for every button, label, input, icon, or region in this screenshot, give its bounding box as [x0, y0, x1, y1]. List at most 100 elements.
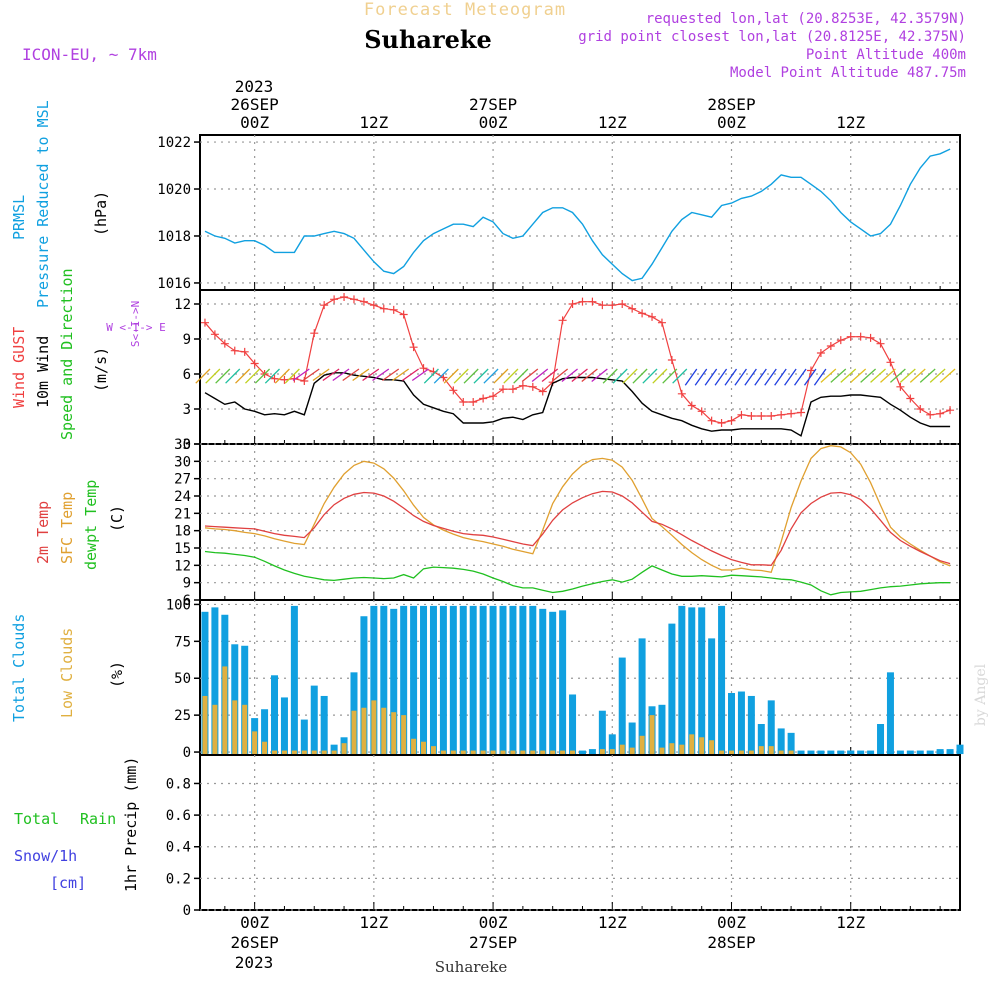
wind-direction-arrow	[860, 368, 877, 383]
wind-direction-arrow	[784, 368, 797, 386]
wind-direction-arrow	[684, 368, 698, 386]
low-clouds-bar	[530, 750, 536, 755]
wind-ytick-label: 9	[183, 332, 191, 348]
low-clouds-bar	[341, 743, 347, 755]
wind-direction-arrow	[803, 368, 817, 386]
gust-marker	[727, 416, 736, 425]
total-clouds-bar	[767, 700, 775, 755]
total-clouds-bar	[519, 605, 527, 755]
gust-marker	[667, 356, 676, 364]
gust-marker	[707, 416, 716, 425]
low-clouds-bar	[371, 700, 377, 755]
wind-direction-arrow	[724, 368, 738, 386]
wind-direction-arrow	[463, 368, 479, 384]
precip-ytick-label: 0.6	[166, 808, 191, 824]
wind-panel: 0 3 6 9 12	[174, 289, 961, 453]
total-clouds-bar	[678, 605, 686, 755]
wind-frame	[199, 289, 961, 445]
pressure-frame	[199, 134, 961, 291]
gust-marker	[508, 385, 517, 394]
low-clouds-bar	[659, 747, 665, 755]
gust-marker	[379, 304, 388, 313]
gust-marker	[648, 312, 657, 321]
gust-marker	[310, 329, 319, 338]
total-clouds-bar	[300, 719, 308, 755]
wind-direction-arrow	[401, 368, 419, 382]
model-altitude: Model Point Altitude 487.75m	[730, 65, 966, 81]
total-clouds-bar	[896, 750, 904, 755]
footer-location: Suhareke	[435, 958, 508, 976]
low-clouds-bar	[291, 750, 297, 755]
total-clouds-bar	[946, 749, 954, 755]
gust-marker	[638, 309, 647, 318]
wind-direction-arrow	[443, 368, 459, 384]
temp-dewpt-label: dewpt Temp	[82, 480, 100, 570]
gust-marker	[767, 412, 776, 420]
gust-marker	[479, 394, 488, 403]
top-hour-label: 12Z	[598, 113, 627, 132]
gust-marker	[280, 375, 289, 384]
gust-marker	[349, 295, 358, 304]
top-hour-label: 00Z	[717, 113, 746, 132]
low-clouds-bar	[689, 734, 695, 755]
pressure-label-reduced: Pressure Reduced to MSL	[34, 100, 52, 308]
total-clouds-bar	[360, 616, 368, 755]
clouds-ytick-label: 0	[183, 745, 191, 761]
bottom-day-label: 26SEP	[231, 933, 279, 952]
wind-direction-arrow	[830, 368, 847, 383]
total-clouds-bar	[400, 605, 408, 755]
low-clouds-bar	[311, 750, 317, 755]
top-day-label: 28SEP	[707, 95, 755, 114]
pressure-panel: 1016 1018 1020 1022	[157, 134, 961, 292]
gust-marker	[449, 386, 458, 395]
total-clouds-bar	[410, 605, 418, 755]
gust-marker	[399, 310, 408, 319]
total-clouds-bar	[420, 605, 428, 755]
gust-marker	[816, 349, 825, 357]
wind-direction-arrow	[734, 368, 747, 386]
low-clouds-bar	[748, 750, 754, 755]
temperature-side-labels: 2m Temp SFC Temp dewpt Temp (C)	[34, 480, 126, 570]
total-clouds-bar	[469, 605, 477, 755]
total-clouds-bar	[638, 638, 646, 755]
gust-marker	[409, 343, 418, 352]
low-clouds-bar	[242, 704, 248, 755]
gust-marker	[359, 297, 368, 306]
bottom-year-label: 2023	[235, 953, 274, 972]
total-clouds-bar	[380, 605, 388, 755]
wind-direction-arrow	[840, 368, 857, 383]
low-clouds-bar	[570, 750, 576, 755]
low-clouds-bar	[232, 700, 238, 755]
wind-direction-arrow	[662, 368, 678, 384]
precip-ytick-label: 0.2	[166, 871, 191, 887]
grid-point-coordinates: grid point closest lon,lat (20.8125E, 42…	[578, 29, 966, 45]
low-clouds-bar	[619, 744, 625, 755]
low-clouds-bar	[411, 738, 417, 755]
wind-direction-arrow	[254, 368, 271, 384]
gust-marker	[797, 408, 806, 417]
total-clouds-bar	[290, 605, 298, 755]
wind-line	[204, 372, 951, 437]
gust-marker	[777, 410, 786, 419]
wind-direction-arrow	[302, 368, 320, 382]
total-clouds-bar	[280, 697, 288, 755]
wind-direction-arrow	[754, 368, 767, 386]
top-hour-label: 12Z	[359, 113, 388, 132]
gust-marker	[250, 359, 259, 368]
wind-direction-arrow	[551, 368, 569, 382]
pressure-unit: (hPa)	[92, 191, 110, 236]
low-clouds-bar	[450, 750, 456, 755]
total-clouds-bar	[271, 675, 279, 755]
gust-marker	[787, 409, 796, 418]
temp-ytick-label: 6	[183, 593, 191, 609]
low-clouds-bar	[719, 750, 725, 755]
pressure-ytick-label: 1022	[157, 135, 191, 151]
gust-marker	[518, 381, 527, 390]
low-clouds-bar	[738, 750, 744, 755]
low-clouds-bar	[669, 743, 675, 755]
model-label: ICON-EU, ~ 7km	[22, 45, 157, 64]
gust-marker	[806, 366, 815, 375]
gust-marker	[240, 347, 249, 356]
total-clouds-bar	[658, 704, 666, 755]
wind-direction-arrow	[453, 368, 469, 384]
